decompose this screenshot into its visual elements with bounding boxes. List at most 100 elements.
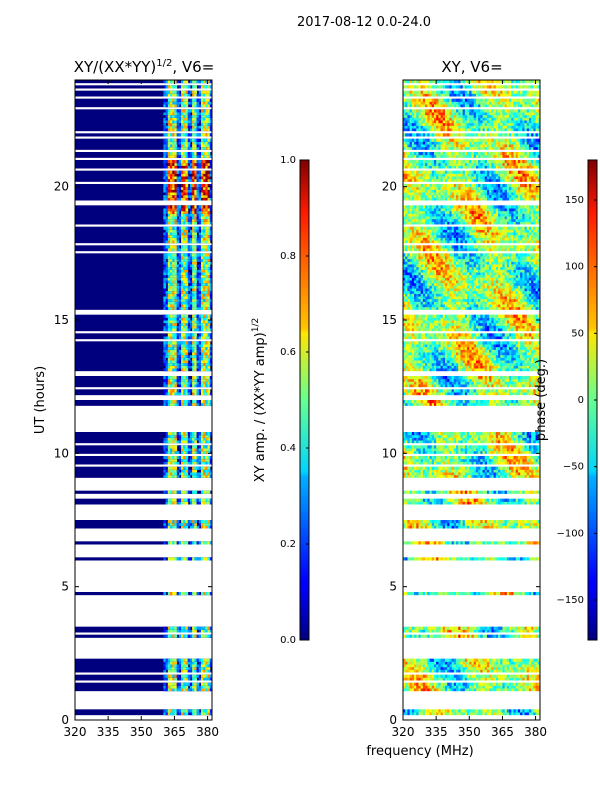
amp-cell [181, 376, 184, 380]
amp-cell [198, 634, 202, 638]
phase-cell [460, 490, 464, 494]
amp-cell [194, 261, 198, 265]
amp-cell [185, 389, 189, 393]
amp-cell [192, 232, 195, 236]
phase-cell [506, 674, 510, 678]
phase-cell [422, 658, 426, 662]
phase-cell [473, 666, 477, 670]
phase-cell [416, 666, 419, 670]
amp-cell [172, 98, 175, 102]
amp-cell [176, 328, 180, 332]
amp-cell [174, 557, 178, 561]
amp-cell [183, 186, 186, 190]
amp-cell [176, 138, 180, 142]
amp-cell [194, 144, 198, 148]
phase-cell [416, 682, 419, 686]
amp-row [75, 432, 212, 436]
phase-cell [509, 456, 512, 460]
amp-cell [187, 272, 191, 276]
amp-cell [176, 346, 180, 350]
phase-cell [506, 661, 510, 665]
phase-cell [414, 557, 417, 561]
amp-cell [174, 520, 178, 524]
amp-cell [172, 469, 175, 473]
amp-cell [189, 709, 193, 713]
phase-cell [438, 450, 442, 454]
phase-cell [431, 557, 435, 561]
amp-cell [174, 432, 178, 436]
phase-cell [414, 674, 417, 678]
phase-cell [411, 522, 415, 526]
amp-cell [183, 234, 186, 238]
phase-cell [484, 626, 488, 630]
phase-cell [464, 669, 468, 673]
phase-cell [427, 501, 431, 505]
amp-cell [185, 296, 189, 300]
amp-cell [205, 626, 209, 630]
phase-cell [460, 674, 464, 678]
amp-cell [167, 301, 171, 305]
amp-cell [196, 114, 200, 118]
phase-cell [409, 456, 413, 460]
amp-cell [207, 248, 211, 252]
phase-cell [471, 472, 475, 476]
amp-cell [196, 229, 200, 233]
phase-cell [438, 466, 442, 470]
phase-cell [500, 501, 503, 505]
phase-cell [506, 474, 510, 478]
amp-cell [172, 709, 175, 713]
phase-cell [489, 520, 492, 524]
amp-cell [194, 362, 198, 366]
amp-cell [205, 266, 209, 270]
phase-cell [509, 520, 512, 524]
phase-cell [504, 658, 508, 662]
phase-cell [528, 557, 532, 561]
amp-cell [172, 234, 175, 238]
phase-cell [484, 522, 488, 526]
amp-cell [181, 280, 184, 284]
amp-cell [209, 664, 212, 668]
amp-cell [200, 138, 204, 142]
phase-cell [460, 522, 464, 526]
phase-cell [425, 541, 428, 545]
amp-cell [187, 293, 191, 297]
amp-cell [181, 661, 184, 665]
phase-cell [475, 525, 479, 529]
amp-cell [167, 98, 171, 102]
phase-cell [482, 677, 486, 681]
phase-cell [405, 461, 408, 465]
amp-cell [167, 357, 171, 361]
phase-cell [414, 709, 417, 713]
phase-cell [433, 666, 437, 670]
amp-cell [176, 80, 180, 84]
amp-cell [181, 317, 184, 321]
amp-cell [176, 301, 180, 305]
amp-cell [183, 333, 186, 337]
amp-cell [203, 346, 206, 350]
phase-cell [509, 669, 512, 673]
amp-cell [167, 328, 171, 332]
amp-cell [207, 352, 211, 356]
amp-cell [209, 144, 212, 148]
phase-cell [493, 629, 497, 633]
phase-cell [484, 661, 488, 665]
colorbar-tick-label: 0.2 [280, 539, 296, 550]
amp-cell [189, 240, 193, 244]
amp-cell [174, 234, 178, 238]
phase-cell [442, 520, 446, 524]
amp-cell [207, 138, 211, 142]
phase-cell [429, 685, 433, 689]
amp-cell [183, 162, 186, 166]
phase-cell [498, 674, 501, 678]
amp-cell [187, 216, 191, 220]
phase-cell [511, 712, 514, 716]
amp-cell [172, 498, 175, 502]
amp-cell [174, 677, 178, 681]
phase-cell [484, 472, 488, 476]
phase-cell [416, 469, 419, 473]
amp-cell [196, 208, 200, 212]
phase-cell [451, 674, 455, 678]
phase-cell [511, 490, 514, 494]
amp-cell [163, 122, 167, 126]
amp-cell [198, 629, 202, 633]
